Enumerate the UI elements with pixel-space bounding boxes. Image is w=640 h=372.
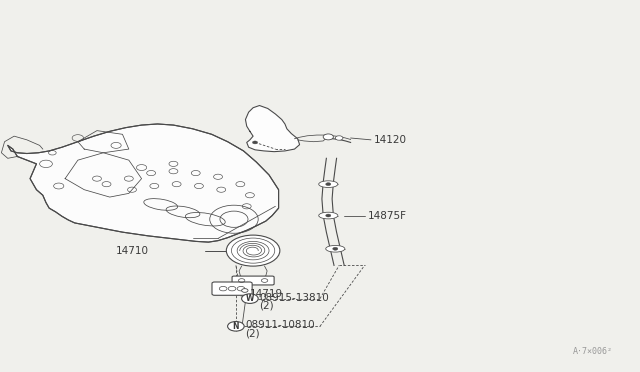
Text: 14120: 14120 xyxy=(374,135,407,145)
Text: A·7×006²: A·7×006² xyxy=(573,347,613,356)
Circle shape xyxy=(326,183,331,186)
Circle shape xyxy=(252,141,257,144)
Circle shape xyxy=(242,294,258,304)
Text: 14719: 14719 xyxy=(250,289,283,299)
FancyBboxPatch shape xyxy=(212,282,252,295)
Circle shape xyxy=(326,214,331,217)
Text: W: W xyxy=(246,294,254,303)
Ellipse shape xyxy=(326,246,345,252)
Circle shape xyxy=(227,235,280,266)
Circle shape xyxy=(323,134,333,140)
Polygon shape xyxy=(8,124,278,242)
Circle shape xyxy=(333,247,338,250)
Text: 14710: 14710 xyxy=(116,246,149,256)
Circle shape xyxy=(228,321,244,331)
Polygon shape xyxy=(246,106,300,152)
Circle shape xyxy=(335,136,343,140)
FancyBboxPatch shape xyxy=(232,276,274,285)
Text: (2): (2) xyxy=(259,301,274,311)
Text: (2): (2) xyxy=(246,329,260,339)
Circle shape xyxy=(242,289,248,292)
Text: 08911-10810: 08911-10810 xyxy=(246,320,315,330)
Text: 08915-13810: 08915-13810 xyxy=(259,292,329,302)
Ellipse shape xyxy=(319,181,338,187)
Text: 14875F: 14875F xyxy=(368,211,407,221)
Ellipse shape xyxy=(319,212,338,219)
Text: N: N xyxy=(232,322,239,331)
